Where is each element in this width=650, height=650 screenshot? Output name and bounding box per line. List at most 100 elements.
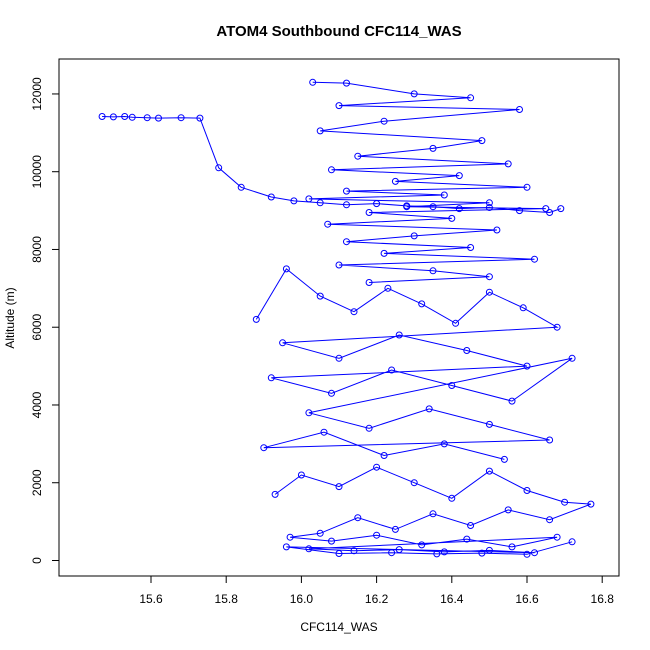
data-point: [282, 265, 290, 273]
data-point: [267, 193, 275, 201]
data-point: [128, 113, 136, 121]
data-point: [335, 102, 343, 110]
data-point: [448, 382, 456, 389]
data-point: [452, 319, 460, 327]
data-point: [463, 535, 471, 543]
data-point: [328, 537, 335, 545]
data-point: [320, 428, 328, 436]
series-line: [308, 81, 546, 283]
data-point: [448, 214, 456, 222]
y-tick-label: 4000: [30, 391, 44, 418]
data-point: [316, 199, 324, 207]
series-line: [255, 268, 573, 460]
data-point: [531, 255, 538, 263]
plot-frame: [58, 58, 620, 577]
data-point: [531, 549, 538, 557]
data-point: [384, 284, 392, 292]
data-point: [568, 354, 576, 362]
data-point: [279, 339, 287, 347]
data-point: [523, 487, 531, 494]
data-point: [373, 531, 381, 539]
data-point: [380, 452, 388, 459]
data-point: [485, 288, 493, 296]
y-tick-label: 12000: [30, 77, 44, 111]
data-point: [504, 506, 512, 514]
data-point: [395, 331, 403, 339]
data-point: [508, 543, 516, 551]
data-point: [455, 172, 463, 180]
x-tick-label: 16.4: [440, 592, 464, 606]
data-point: [109, 113, 117, 121]
axes: 15.6 15.8 16.0 16.2 16.4 16.6 16.8 0 2000 4000 600…: [30, 77, 614, 606]
data-point: [343, 187, 350, 195]
data-point: [177, 114, 185, 122]
data-point: [546, 516, 554, 524]
data-point: [252, 315, 260, 323]
data-point: [485, 273, 493, 281]
data-point: [98, 113, 106, 120]
data-point: [215, 164, 223, 172]
data-point: [557, 205, 565, 213]
data-point: [485, 546, 493, 554]
data-point: [309, 78, 317, 86]
data-point: [467, 244, 475, 251]
data-point: [410, 232, 418, 240]
data-point: [546, 436, 554, 444]
data-point: [425, 405, 433, 413]
data-point: [335, 261, 343, 269]
data-point: [282, 543, 290, 551]
data-point: [440, 191, 448, 199]
plot-area: [98, 78, 595, 558]
data-point: [391, 525, 399, 533]
data-point: [354, 514, 362, 522]
data-point: [587, 500, 595, 508]
x-tick-label: 16.0: [290, 592, 314, 606]
x-tick-label: 16.8: [591, 592, 615, 606]
data-point: [237, 183, 245, 191]
data-point: [440, 440, 448, 448]
data-point: [429, 144, 437, 152]
data-point: [365, 279, 373, 286]
data-point: [440, 548, 448, 556]
x-tick-label: 16.6: [515, 592, 539, 606]
data-point: [305, 195, 313, 203]
data-point: [335, 354, 343, 362]
y-tick-label: 10000: [30, 155, 44, 189]
data-point: [478, 137, 486, 145]
data-point: [343, 238, 350, 246]
data-point: [485, 467, 493, 475]
data-point: [335, 483, 343, 491]
data-point: [388, 549, 396, 557]
data-point: [455, 205, 463, 213]
data-point: [354, 152, 362, 160]
data-point: [373, 463, 381, 471]
data-point: [500, 455, 508, 463]
y-tick-label: 0: [30, 557, 44, 564]
y-axis-label: Altitude (m): [3, 287, 17, 348]
data-point: [335, 550, 343, 557]
data-point: [561, 498, 569, 506]
data-point: [523, 362, 531, 370]
x-axis-label: CFC114_WAS: [300, 620, 377, 634]
data-point: [324, 220, 332, 228]
data-point: [143, 114, 151, 122]
data-point: [286, 533, 294, 541]
data-point: [463, 347, 471, 354]
data-point: [433, 550, 441, 558]
data-point: [410, 479, 418, 487]
data-point: [403, 203, 411, 211]
chart-title: ATOM4 Southbound CFC114_WAS: [216, 23, 461, 40]
data-point: [316, 529, 324, 537]
y-tick-label: 2000: [30, 469, 44, 496]
data-point: [365, 424, 373, 432]
data-point: [418, 300, 426, 308]
data-point: [523, 550, 531, 558]
data-point: [429, 267, 437, 275]
x-tick-label: 15.8: [215, 592, 239, 606]
data-point: [519, 304, 527, 312]
data-point: [516, 106, 523, 113]
y-tick-label: 6000: [30, 314, 44, 341]
data-point: [260, 444, 268, 452]
